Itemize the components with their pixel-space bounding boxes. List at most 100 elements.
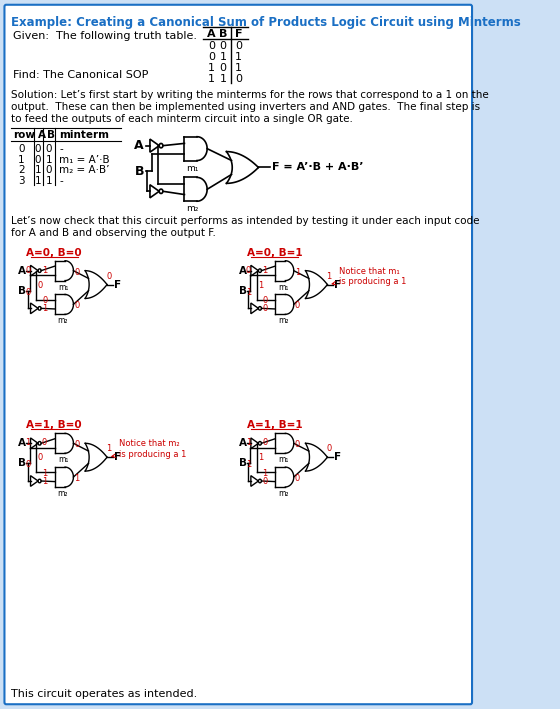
Text: B: B [18,286,26,296]
Text: 0: 0 [295,440,300,450]
Text: 0: 0 [235,74,242,84]
Text: Let’s now check that this circuit performs as intended by testing it under each : Let’s now check that this circuit perfor… [11,216,480,226]
Text: m₂: m₂ [58,316,68,325]
Text: 1: 1 [35,177,41,186]
Text: 1: 1 [295,268,300,277]
Text: Solution: Let’s first start by writing the minterms for the rows that correspond: Solution: Let’s first start by writing t… [11,90,489,100]
Text: 1: 1 [235,52,242,62]
Text: m₂ = A·B’: m₂ = A·B’ [59,165,110,176]
Text: 0: 0 [46,144,52,154]
Text: 1: 1 [25,438,31,447]
Text: A=1, B=1: A=1, B=1 [246,420,302,430]
Text: 0: 0 [46,165,52,176]
Text: 0: 0 [295,301,300,311]
Text: m₂: m₂ [58,489,68,498]
Text: 0: 0 [262,304,268,313]
Text: m₂: m₂ [278,316,288,325]
Text: 0: 0 [106,272,111,281]
Text: output.  These can then be implemented using inverters and AND gates.  The final: output. These can then be implemented us… [11,102,480,112]
Text: 1: 1 [46,155,52,164]
Text: 1: 1 [246,288,251,296]
Text: for A and B and observing the output F.: for A and B and observing the output F. [11,228,216,238]
Text: B: B [48,130,55,140]
Text: 0: 0 [235,41,242,52]
Text: 1: 1 [42,304,47,313]
Text: F: F [114,279,121,289]
Text: 0: 0 [295,474,300,483]
Text: This circuit operates as intended.: This circuit operates as intended. [11,689,198,699]
Text: A: A [239,438,246,448]
Text: m₁: m₁ [58,283,68,291]
Text: 3: 3 [18,177,25,186]
Text: minterm: minterm [59,130,109,140]
Text: 1: 1 [42,469,48,478]
Text: 0: 0 [25,266,31,274]
Text: F: F [334,279,341,289]
Text: Find: The Canonical SOP: Find: The Canonical SOP [13,70,148,80]
Text: 1: 1 [220,74,227,84]
Text: 1: 1 [46,177,52,186]
Text: 0: 0 [208,52,215,62]
Text: 1: 1 [18,155,25,164]
Text: 0: 0 [18,144,25,154]
Text: 0: 0 [38,281,43,289]
Text: B: B [239,286,246,296]
Text: 0: 0 [42,296,48,306]
Text: m₁: m₁ [278,283,288,291]
Text: B: B [239,458,246,468]
Text: 0: 0 [208,41,215,52]
Text: 1: 1 [235,63,242,73]
Text: A: A [38,130,46,140]
Text: 0: 0 [262,438,268,447]
Text: 0: 0 [74,301,80,311]
Text: 1: 1 [208,74,215,84]
Text: F: F [114,452,121,462]
Text: 0: 0 [35,155,41,164]
Text: 0: 0 [220,41,227,52]
Text: A=0, B=0: A=0, B=0 [26,248,82,258]
Text: F = A’·B + A·B’: F = A’·B + A·B’ [272,162,363,172]
Text: 1: 1 [263,469,268,478]
Text: 1: 1 [246,460,251,469]
Text: 0: 0 [220,63,227,73]
Text: A=1, B=0: A=1, B=0 [26,420,82,430]
Text: 1: 1 [258,453,264,462]
Text: B: B [18,458,26,468]
Text: 0: 0 [74,440,80,450]
Text: Notice that m₁
is producing a 1: Notice that m₁ is producing a 1 [332,267,407,286]
Text: 0: 0 [263,296,268,306]
Text: 2: 2 [18,165,25,176]
Text: 1: 1 [220,52,227,62]
Text: F: F [235,28,242,38]
Text: B: B [134,165,144,178]
Text: Notice that m₂
is producing a 1: Notice that m₂ is producing a 1 [112,440,186,459]
Text: -: - [59,144,63,154]
Text: A: A [18,438,26,448]
Text: 1: 1 [35,165,41,176]
Text: 0: 0 [25,460,31,469]
Text: 1: 1 [42,266,47,274]
Text: 0: 0 [25,288,31,296]
Text: 0: 0 [262,477,268,486]
Text: 0: 0 [246,266,251,274]
Text: 1: 1 [326,272,332,281]
Text: 1: 1 [42,477,47,486]
Text: 1: 1 [258,281,264,289]
Text: m₁ = A’·B: m₁ = A’·B [59,155,110,164]
Text: Example: Creating a Canonical Sum of Products Logic Circuit using Minterms: Example: Creating a Canonical Sum of Pro… [11,16,521,28]
Text: F: F [334,452,341,462]
Text: 1: 1 [208,63,215,73]
Text: B: B [219,28,227,38]
Text: 0: 0 [74,268,80,277]
Text: m₁: m₁ [278,455,288,464]
Text: 0: 0 [42,438,47,447]
Text: Given:  The following truth table.: Given: The following truth table. [13,30,197,40]
Text: m₁: m₁ [186,164,198,172]
FancyBboxPatch shape [4,5,472,704]
Text: 1: 1 [74,474,80,483]
Text: row: row [13,130,35,140]
Text: -: - [59,177,63,186]
Text: 1: 1 [246,438,251,447]
Text: A=0, B=1: A=0, B=1 [246,248,302,258]
Text: 0: 0 [35,144,41,154]
